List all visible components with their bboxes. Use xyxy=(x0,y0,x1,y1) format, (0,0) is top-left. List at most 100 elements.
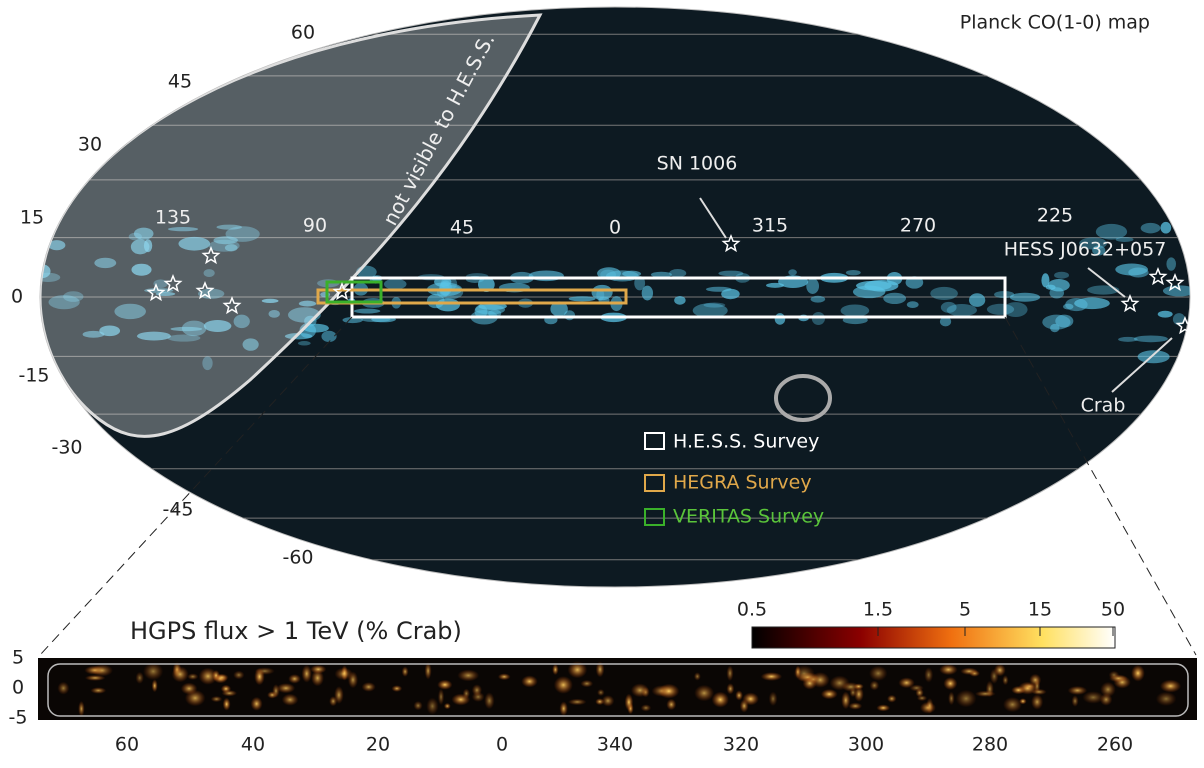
co-cloud xyxy=(806,278,819,294)
tev-source xyxy=(472,684,482,696)
tev-source xyxy=(251,697,263,711)
co-cloud xyxy=(947,304,977,316)
lon-label: 135 xyxy=(155,207,191,229)
inset-x-label: 280 xyxy=(972,734,1008,756)
co-cloud xyxy=(1158,311,1173,318)
tev-source xyxy=(761,672,782,681)
inset-x-label: 340 xyxy=(597,734,633,756)
colorbar-label: 5 xyxy=(959,599,971,621)
tev-source xyxy=(222,690,237,696)
co-cloud xyxy=(1161,222,1172,234)
tev-source xyxy=(726,683,734,694)
tev-source xyxy=(1072,695,1079,707)
tev-source xyxy=(254,668,264,685)
co-cloud xyxy=(1046,285,1056,290)
colorbar-label: 15 xyxy=(1028,599,1052,621)
tev-source xyxy=(869,666,887,681)
co-cloud xyxy=(321,331,336,342)
tev-source xyxy=(1003,697,1022,712)
lon-label: 315 xyxy=(752,215,788,237)
tev-source xyxy=(1068,686,1087,695)
inset-x-label: 40 xyxy=(241,734,265,756)
lon-label: 45 xyxy=(450,217,474,239)
figure: not visible to H.E.S.S. SN 1006 HESS J06… xyxy=(0,0,1204,764)
tev-source xyxy=(498,673,511,680)
co-cloud xyxy=(427,294,445,308)
annotation: Crab xyxy=(1081,395,1126,417)
tev-source xyxy=(282,694,299,706)
co-cloud xyxy=(674,296,685,305)
co-cloud xyxy=(788,269,797,275)
lon-label: 90 xyxy=(303,215,327,237)
co-cloud xyxy=(354,309,380,314)
tev-source xyxy=(960,668,978,675)
tev-source xyxy=(631,683,649,697)
co-cloud xyxy=(775,313,786,325)
tev-source xyxy=(78,701,84,717)
co-cloud xyxy=(1065,298,1087,311)
co-cloud xyxy=(1138,350,1170,363)
tev-source xyxy=(581,680,594,687)
lat-label: 15 xyxy=(20,207,44,229)
tev-source xyxy=(848,702,862,709)
tev-source xyxy=(310,665,326,674)
co-cloud xyxy=(1010,293,1040,302)
tev-source xyxy=(956,690,977,707)
tev-source xyxy=(712,692,729,708)
tev-source xyxy=(898,677,914,688)
co-cloud xyxy=(811,296,826,303)
legend-label: VERITAS Survey xyxy=(673,506,824,528)
tev-source xyxy=(457,669,479,681)
co-cloud xyxy=(529,270,564,281)
tev-source xyxy=(552,664,558,675)
tev-source xyxy=(641,704,652,711)
tev-source xyxy=(554,676,573,694)
tev-source xyxy=(694,672,701,680)
tev-source xyxy=(444,703,451,709)
inset-y-label: 5 xyxy=(12,647,24,669)
co-cloud xyxy=(718,271,743,277)
lat-label: 0 xyxy=(11,286,23,308)
tev-source xyxy=(143,663,163,681)
tev-source xyxy=(233,671,244,680)
tev-source xyxy=(484,692,494,709)
lat-label: 60 xyxy=(291,22,315,44)
tev-source xyxy=(597,689,605,696)
tev-source xyxy=(426,698,438,715)
tev-source xyxy=(302,665,312,683)
tev-source xyxy=(91,664,113,676)
tev-source xyxy=(402,666,409,676)
inset-y-label: 0 xyxy=(12,677,24,699)
tev-source xyxy=(876,704,890,711)
tev-source xyxy=(288,674,301,684)
co-cloud xyxy=(1166,257,1176,270)
tev-source xyxy=(926,698,933,714)
tev-source xyxy=(1002,675,1008,685)
lat-label: 45 xyxy=(168,71,192,93)
tev-source xyxy=(391,685,402,692)
tev-source xyxy=(187,673,198,680)
co-cloud xyxy=(969,293,985,307)
tev-source xyxy=(172,666,189,682)
tev-source xyxy=(841,691,850,709)
co-cloud xyxy=(841,304,870,316)
tev-source xyxy=(335,668,353,681)
tev-source xyxy=(887,695,896,703)
tev-source xyxy=(917,695,927,701)
lat-label: -45 xyxy=(162,499,193,521)
co-cloud xyxy=(669,269,686,277)
tev-source xyxy=(726,665,733,681)
tev-source xyxy=(85,675,106,681)
tev-source xyxy=(362,682,376,692)
co-cloud xyxy=(1134,335,1168,342)
co-cloud xyxy=(1141,223,1161,234)
inset-y-label: -5 xyxy=(9,707,28,729)
co-cloud xyxy=(907,301,919,308)
tev-source xyxy=(437,680,452,690)
tev-source xyxy=(939,664,957,675)
lat-label: -30 xyxy=(51,437,82,459)
tev-source xyxy=(924,667,933,682)
co-cloud xyxy=(706,287,732,292)
tev-source xyxy=(943,677,957,690)
tev-source xyxy=(329,696,337,706)
